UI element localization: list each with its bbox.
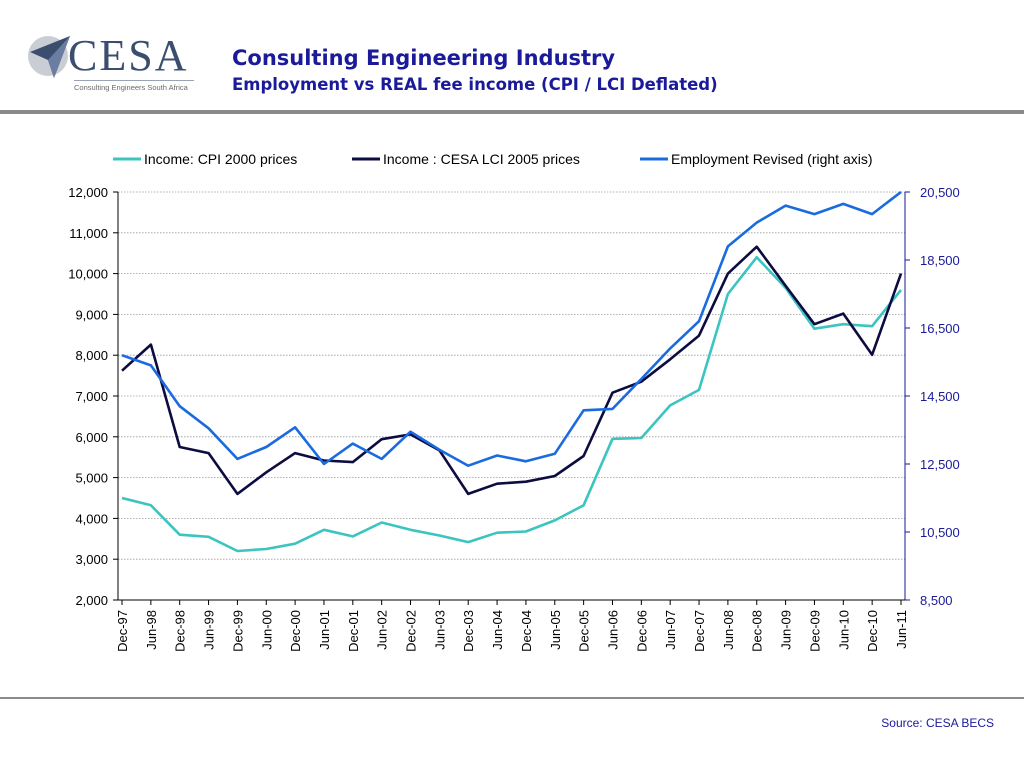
y-left-tick-label: 3,000 [75, 552, 108, 567]
legend-label: Income: CPI 2000 prices [144, 151, 297, 167]
y-right-tick-label: 10,500 [920, 525, 960, 540]
x-tick-label: Dec-99 [230, 610, 245, 652]
x-tick-label: Dec-01 [346, 610, 361, 652]
x-tick-label: Jun-00 [259, 610, 274, 650]
source-note: Source: CESA BECS [881, 716, 994, 730]
x-tick-label: Dec-03 [461, 610, 476, 652]
y-left-tick-label: 6,000 [75, 430, 108, 445]
y-left-tick-label: 11,000 [69, 226, 108, 241]
x-tick-label: Jun-98 [144, 610, 159, 650]
x-tick-label: Dec-07 [692, 610, 707, 652]
logo-divider [74, 80, 194, 81]
x-tick-label: Dec-00 [288, 610, 303, 652]
x-tick-label: Dec-06 [634, 610, 649, 652]
y-left-tick-label: 5,000 [75, 471, 108, 486]
page-subtitle: Employment vs REAL fee income (CPI / LCI… [232, 75, 718, 94]
x-tick-label: Jun-05 [548, 610, 563, 650]
y-left-tick-label: 10,000 [68, 267, 108, 282]
y-left-tick-label: 8,000 [75, 348, 108, 363]
cesa-logo: CESA Consulting Engineers South Africa [24, 30, 196, 98]
x-tick-label: Dec-09 [807, 610, 822, 652]
x-tick-label: Jun-08 [721, 610, 736, 650]
y-left-tick-label: 7,000 [75, 389, 108, 404]
x-tick-label: Jun-11 [894, 610, 909, 649]
series-line-1 [121, 255, 903, 553]
x-tick-label: Dec-10 [865, 610, 880, 652]
chart-legend: Income: CPI 2000 prices Income : CESA LCI… [113, 151, 873, 167]
x-tick-label: Jun-02 [375, 610, 390, 650]
x-tick-label: Jun-06 [605, 610, 620, 650]
y-right-tick-label: 8,500 [920, 593, 953, 608]
x-tick-label: Jun-09 [779, 610, 794, 650]
chart-gridlines [118, 191, 905, 560]
x-tick-label: Jun-03 [432, 610, 447, 650]
y-left-tick-label: 12,000 [68, 185, 108, 200]
page-title: Consulting Engineering Industry [232, 46, 616, 70]
x-tick-label: Dec-05 [577, 610, 592, 652]
y-right-tick-label: 12,500 [920, 457, 960, 472]
legend-label: Income : CESA LCI 2005 prices [383, 151, 580, 167]
y-right-tick-label: 14,500 [920, 389, 960, 404]
cesa-logo-icon [28, 36, 70, 78]
x-tick-label: Jun-07 [663, 610, 678, 650]
series-line-2 [121, 245, 903, 496]
chart-axes [113, 191, 910, 605]
y-right-tick-label: 20,500 [920, 185, 960, 200]
x-tick-label: Jun-10 [836, 610, 851, 650]
x-tick-label: Jun-99 [202, 610, 217, 650]
footer-divider [0, 697, 1024, 699]
x-tick-label: Dec-97 [115, 610, 130, 652]
x-tick-label: Dec-08 [750, 610, 765, 652]
legend-label: Employment Revised (right axis) [671, 151, 873, 167]
header-divider [0, 110, 1024, 114]
y-left-tick-label: 2,000 [75, 593, 108, 608]
x-tick-label: Jun-01 [317, 610, 332, 650]
chart-tick-labels: 2,000 3,000 4,000 5,000 6,000 7,000 8,000 9,000… [68, 185, 960, 652]
series-line-3 [121, 190, 902, 468]
chart-series [121, 190, 903, 553]
x-tick-label: Dec-98 [173, 610, 188, 652]
y-right-tick-label: 18,500 [920, 253, 960, 268]
logo-text: CESA [68, 31, 189, 80]
x-tick-label: Jun-04 [490, 610, 505, 650]
x-tick-label: Dec-02 [404, 610, 419, 652]
y-left-tick-label: 9,000 [75, 307, 108, 322]
x-tick-label: Dec-04 [519, 610, 534, 652]
y-left-tick-label: 4,000 [75, 511, 108, 526]
logo-subtext: Consulting Engineers South Africa [74, 83, 188, 92]
line-chart: 2,000 3,000 4,000 5,000 6,000 7,000 8,000 9,000… [68, 151, 960, 652]
y-right-tick-label: 16,500 [920, 321, 960, 336]
